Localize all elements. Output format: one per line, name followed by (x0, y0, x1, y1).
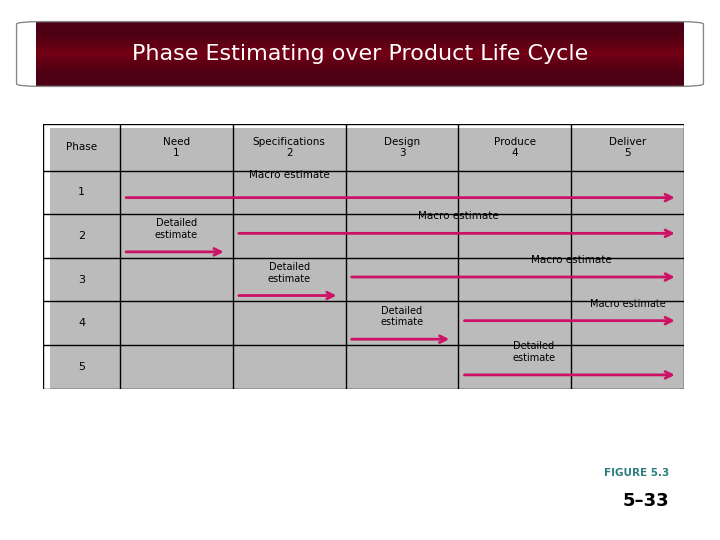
Bar (36, 58, 684, 59)
Bar (36, 22, 684, 23)
Text: Produce
4: Produce 4 (494, 137, 536, 158)
Bar (36, 77, 684, 79)
Bar (36, 73, 684, 75)
Bar (36, 83, 684, 84)
Text: Deliver
5: Deliver 5 (609, 137, 647, 158)
Bar (36, 55, 684, 57)
Bar (36, 59, 684, 60)
Text: 5: 5 (78, 362, 85, 372)
Text: Detailed
estimate: Detailed estimate (155, 218, 198, 240)
Bar (36, 32, 684, 33)
Bar (36, 68, 684, 70)
Bar (36, 57, 684, 58)
Bar (36, 44, 684, 45)
Bar (36, 76, 684, 77)
Bar (36, 23, 684, 24)
Bar (36, 66, 684, 67)
Bar (36, 33, 684, 35)
Bar (36, 51, 684, 53)
Text: Macro estimate: Macro estimate (249, 171, 330, 180)
Bar (36, 70, 684, 71)
Bar (36, 38, 684, 40)
Bar (36, 71, 684, 72)
Text: 3: 3 (78, 275, 85, 285)
Bar (36, 41, 684, 42)
Text: 4: 4 (78, 318, 85, 328)
Bar (36, 49, 684, 50)
Text: Macro estimate: Macro estimate (531, 255, 611, 265)
Bar (36, 45, 684, 46)
Bar (36, 62, 684, 63)
Text: Macro estimate: Macro estimate (418, 212, 499, 221)
Bar (36, 46, 684, 48)
Bar (36, 75, 684, 76)
Bar (36, 85, 684, 86)
Text: FIGURE 5.3: FIGURE 5.3 (604, 468, 670, 478)
Text: Detailed
estimate: Detailed estimate (268, 262, 311, 284)
Bar (36, 84, 684, 85)
Bar (36, 67, 684, 68)
Text: Macro estimate: Macro estimate (590, 299, 665, 309)
Bar (36, 40, 684, 41)
Bar (36, 35, 684, 36)
Text: Detailed
estimate: Detailed estimate (513, 341, 556, 363)
Bar (36, 31, 684, 32)
Bar (36, 25, 684, 27)
Bar (36, 48, 684, 49)
Text: Design
3: Design 3 (384, 137, 420, 158)
Bar (36, 42, 684, 44)
Bar (36, 79, 684, 80)
Bar (36, 72, 684, 73)
Text: Need
1: Need 1 (163, 137, 190, 158)
Bar (36, 63, 684, 64)
Bar (36, 24, 684, 25)
Text: Detailed
estimate: Detailed estimate (380, 306, 423, 327)
Bar (36, 60, 684, 62)
Bar (36, 28, 684, 29)
Bar (36, 80, 684, 81)
Text: 2: 2 (78, 231, 85, 241)
Bar (36, 37, 684, 38)
Text: 1: 1 (78, 187, 85, 197)
Bar (36, 54, 684, 55)
Bar (36, 36, 684, 37)
Bar (36, 29, 684, 31)
Text: Phase Estimating over Product Life Cycle: Phase Estimating over Product Life Cycle (132, 44, 588, 64)
Text: Specifications
2: Specifications 2 (253, 137, 325, 158)
Bar (36, 81, 684, 83)
Text: 5–33: 5–33 (623, 492, 670, 510)
Text: Phase: Phase (66, 143, 97, 152)
Bar (36, 64, 684, 66)
Bar (36, 27, 684, 28)
Bar (36, 53, 684, 54)
Bar (36, 50, 684, 51)
